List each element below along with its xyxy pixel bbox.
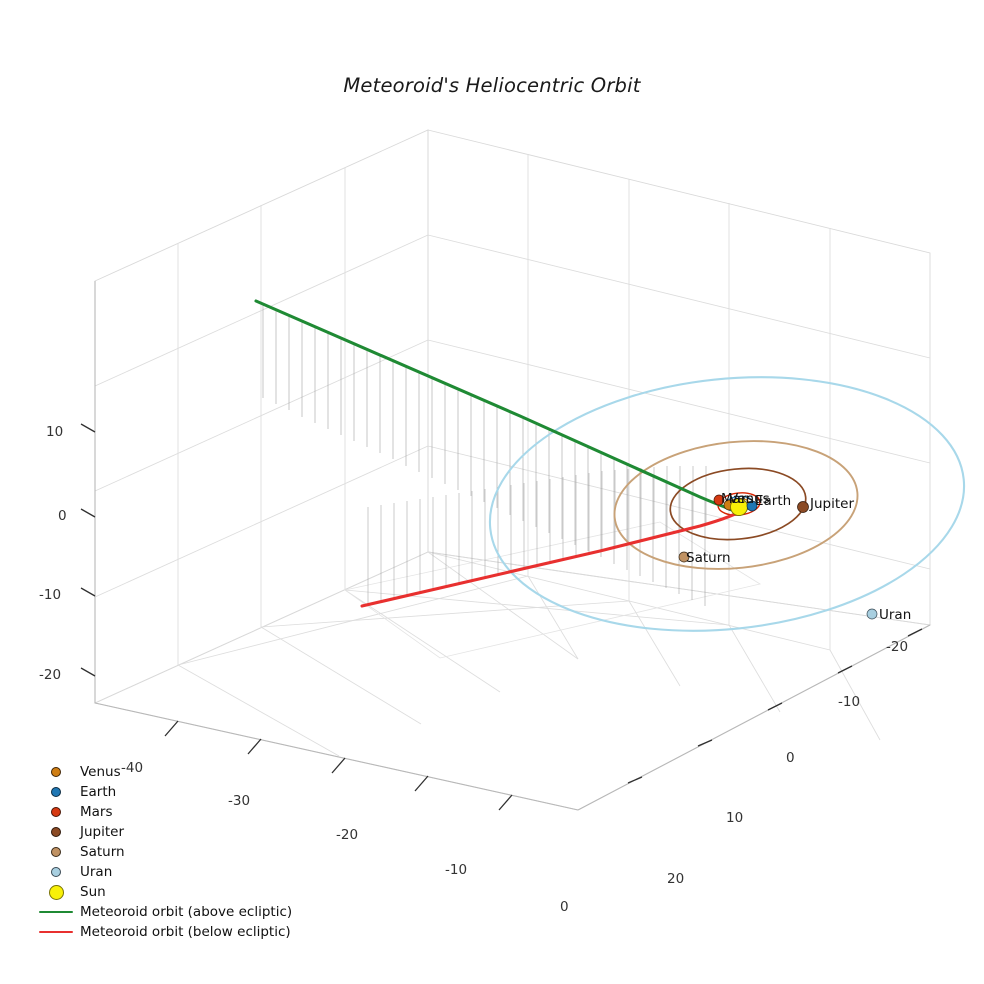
legend-label: Venus: [80, 764, 121, 780]
legend-item-earth[interactable]: Earth: [36, 782, 296, 802]
legend-item-mars[interactable]: Mars: [36, 802, 296, 822]
chart-title: Meteoroid's Heliocentric Orbit: [343, 74, 641, 97]
body-markers: [678, 494, 878, 620]
x-tick-label: -10: [445, 862, 468, 878]
legend-label: Saturn: [80, 844, 125, 860]
legend-marker-icon: [36, 767, 76, 777]
dropline-group-above: [262, 303, 706, 606]
orbit-uran: [488, 376, 966, 632]
legend-marker-icon: [36, 867, 76, 877]
marker-mars: [713, 494, 725, 506]
legend-label: Jupiter: [80, 824, 125, 840]
legend-label: Mars: [80, 804, 113, 820]
legend-line-icon: [36, 930, 76, 934]
label-venus: Venus: [729, 491, 770, 507]
axis-tickmarks: [80, 423, 923, 811]
meteoroid-orbit-above-ecliptic: [254, 299, 743, 514]
legend-marker-icon: [36, 847, 76, 857]
legend-marker-icon: [36, 807, 76, 817]
marker-uran: [866, 608, 878, 620]
legend-label: Earth: [80, 784, 117, 800]
label-uran: Uran: [879, 607, 912, 623]
x-tick-label: -40: [121, 760, 144, 776]
z-tick-label: 10: [46, 424, 64, 440]
marker-saturn: [678, 551, 690, 563]
legend-item-sun[interactable]: Sun: [36, 882, 296, 902]
legend-item-jupiter[interactable]: Jupiter: [36, 822, 296, 842]
legend-marker-icon: [36, 884, 76, 900]
legend-item-orbit-below[interactable]: Meteoroid orbit (below ecliptic): [36, 922, 296, 942]
label-jupiter: Jupiter: [810, 496, 855, 512]
label-mars: Mars: [721, 491, 754, 507]
legend-item-orbit-above[interactable]: Meteoroid orbit (above ecliptic): [36, 902, 296, 922]
label-saturn: Saturn: [686, 550, 731, 566]
legend-label: Sun: [80, 884, 106, 900]
legend-label: Meteoroid orbit (below ecliptic): [80, 924, 291, 940]
legend-label: Meteoroid orbit (above ecliptic): [80, 904, 293, 920]
label-earth: Earth: [755, 493, 792, 509]
y-tick-label: 0: [786, 750, 795, 766]
y-tick-label: 10: [726, 810, 744, 826]
legend-marker-icon: [36, 787, 76, 797]
marker-jupiter: [797, 501, 809, 513]
legend-label: Uran: [80, 864, 113, 880]
marker-earth: [746, 500, 758, 512]
legend-item-uran[interactable]: Uran: [36, 862, 296, 882]
axes3d-gridlines: [94, 154, 931, 757]
z-tick-label: -10: [39, 587, 62, 603]
x-tick-label: -30: [228, 793, 251, 809]
y-tick-label: -10: [838, 694, 861, 710]
dropline-group-below: [367, 466, 707, 604]
legend-item-venus[interactable]: Venus: [36, 762, 296, 782]
orbit-saturn: [613, 440, 859, 570]
legend-line-icon: [36, 910, 76, 914]
legend-item-saturn[interactable]: Saturn: [36, 842, 296, 862]
ecliptic-plane-wire: [344, 521, 762, 659]
legend-marker-icon: [36, 827, 76, 837]
orbit-jupiter: [669, 467, 807, 541]
z-tick-label: 0: [58, 508, 67, 524]
chart-legend: Venus Earth Mars Jupiter Saturn: [36, 762, 296, 942]
z-tick-label: -20: [39, 667, 62, 683]
planetary-orbits: [488, 376, 966, 632]
y-tick-label: -20: [886, 639, 909, 655]
x-tick-label: -20: [336, 827, 359, 843]
x-tick-label: 0: [560, 899, 569, 915]
y-tick-label: 20: [667, 871, 685, 887]
axes3d-panes: [93, 129, 932, 811]
